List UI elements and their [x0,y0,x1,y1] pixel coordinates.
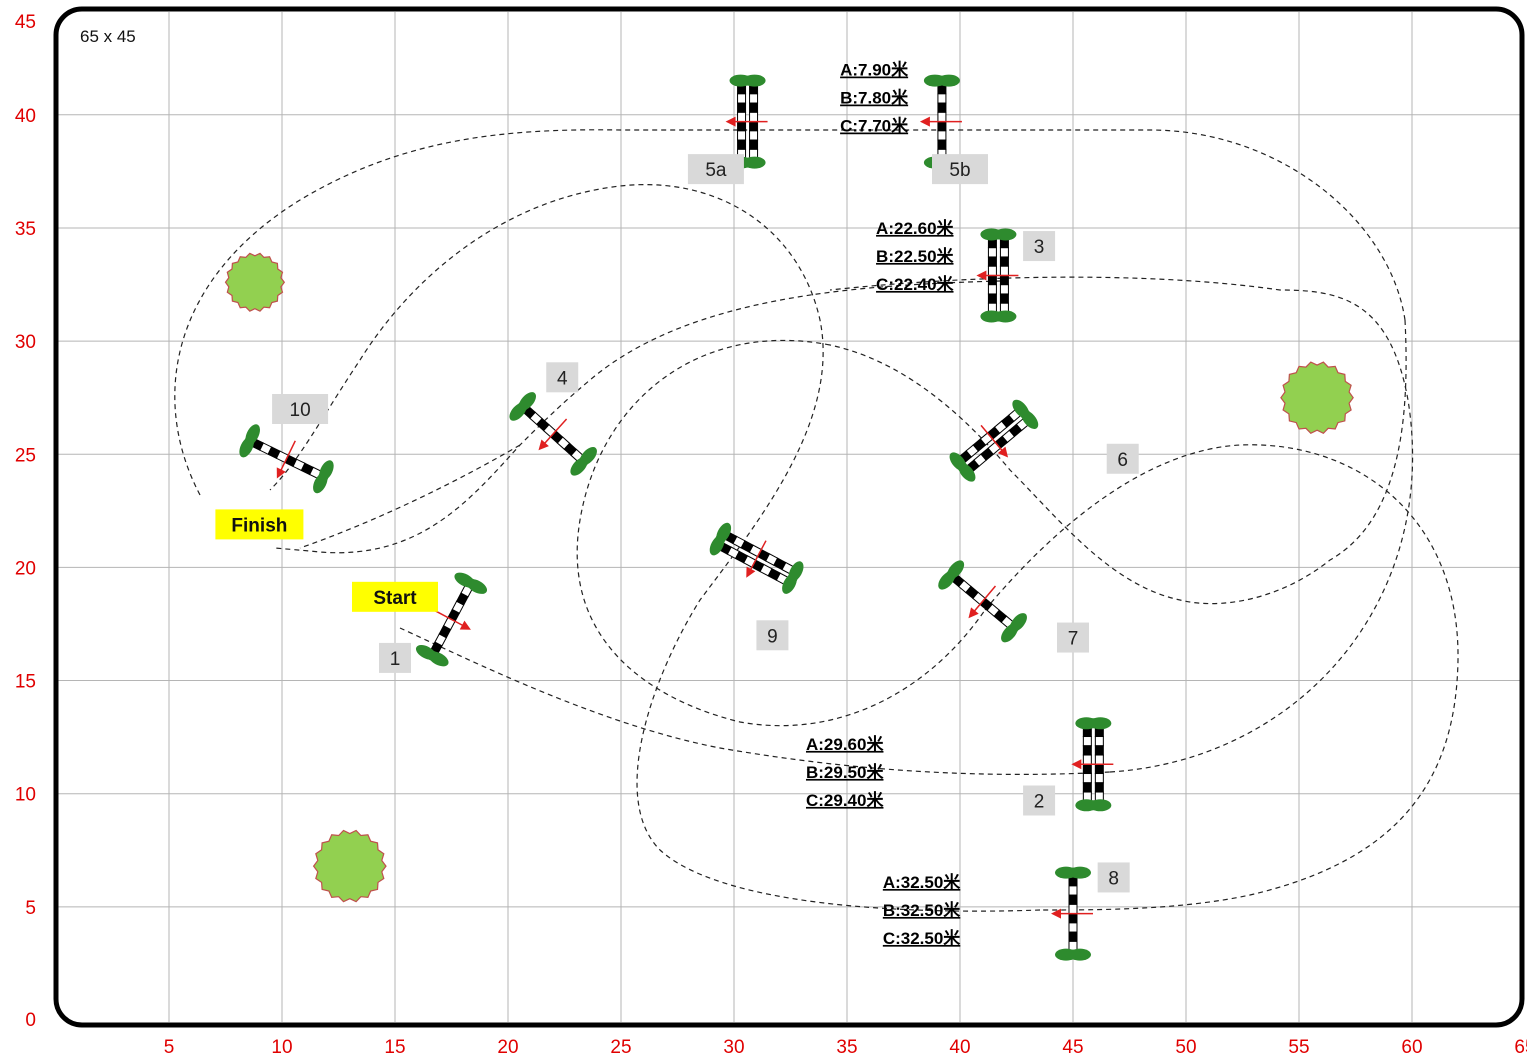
x-tick-label: 10 [271,1037,292,1056]
svg-text:3: 3 [1034,237,1045,258]
svg-text:9: 9 [767,626,778,647]
y-tick-label: 15 [15,672,36,693]
fence-tag-1: 1 [379,642,411,673]
svg-text:5b: 5b [949,160,970,181]
svg-text:8: 8 [1108,868,1119,889]
route-segment-6-7 [576,339,986,727]
y-tick-label: 10 [15,785,36,806]
x-tick-label: 15 [384,1037,405,1056]
distance-line: A:32.50米 [883,872,961,892]
tree-icon [1280,361,1354,435]
fence-7 [938,560,1027,643]
distance-label-d1: A:7.90米 B:7.80米 C:7.70米 [840,60,909,136]
y-tick-label: 35 [15,219,36,240]
fence-tag-5b: 5b [932,154,988,185]
x-tick-label: 40 [949,1037,970,1056]
fence-10 [239,424,334,494]
x-tick-label: 55 [1288,1037,1309,1056]
svg-text:7: 7 [1068,629,1079,650]
fence-tag-4: 4 [546,362,579,393]
fence-3 [976,228,1019,323]
fence-6 [949,399,1039,482]
distance-line: A:29.60米 [806,734,884,754]
fence-tag-3: 3 [1023,231,1056,262]
y-tick-label: 40 [15,106,36,127]
route-segment-7-8 [984,444,1459,911]
route-segment-start-1-2 [399,627,1111,775]
svg-text:6: 6 [1117,450,1128,471]
y-tick-label: 5 [25,898,36,919]
svg-text:4: 4 [557,368,568,389]
x-tick-label: 5 [164,1037,175,1056]
tree-icon [312,829,387,903]
distance-label-d2: A:22.60米 B:22.50米 C:22.40米 [876,218,954,294]
arena-size-label: 65 x 45 [80,27,136,46]
fence-9 [709,522,804,594]
start-box [352,581,438,612]
x-tick-label: 65 [1514,1037,1527,1056]
x-tick-label: 45 [1062,1037,1083,1056]
distance-line: B:7.80米 [840,88,909,108]
fence-1 [415,572,488,667]
distance-line: C:7.70米 [840,116,909,136]
x-tick-label: 20 [497,1037,518,1056]
x-tick-label: 60 [1401,1037,1422,1056]
route-segment-3-4 [274,280,1001,554]
fence-4 [509,392,597,476]
tree-icon [224,252,286,312]
distance-line: B:29.50米 [806,762,884,782]
arena-border [53,6,1525,1028]
trees [224,252,1354,903]
fence-8 [1051,866,1093,961]
svg-text:2: 2 [1034,791,1045,812]
finish-box [215,509,304,540]
x-tick-label: 30 [723,1037,744,1056]
y-tick-label: 45 [15,12,36,33]
fence-2 [1071,717,1114,812]
y-tick-label: 20 [15,558,36,579]
x-tick-label: 35 [836,1037,857,1056]
y-tick-label: 0 [25,1010,36,1031]
finish-marker: Finish [215,509,304,540]
distance-line: C:29.40米 [806,790,884,810]
axis-labels: 5 10 15 20 25 30 35 40 45 50 55 60 65 0 5 10 15 20 25 30 35 4… [15,12,1527,1056]
route-segment-5 [174,129,1406,496]
fence-number-tags: 1 2 3 4 5a 5b 6 7 8 9 10 [272,154,1139,893]
distance-line: C:22.40米 [876,274,954,294]
route-segment-2-3 [829,276,1414,773]
svg-text:5a: 5a [705,160,727,181]
route-path [174,129,1459,912]
fence-tag-8: 8 [1097,862,1130,893]
distance-label-d3: A:29.60米 B:29.50米 C:29.40米 [806,734,884,810]
fence-tag-2: 2 [1023,785,1056,816]
start-label: Start [373,588,417,609]
x-tick-label: 50 [1175,1037,1196,1056]
distance-line: B:22.50米 [876,246,954,266]
distance-labels: A:7.90米 B:7.80米 C:7.70米 A:22.60米 B:22.50米 C:2… [806,60,961,948]
svg-text:10: 10 [290,400,311,421]
y-tick-label: 30 [15,332,36,353]
distance-line: C:32.50米 [883,928,961,948]
start-marker: Start [352,581,438,612]
distance-line: A:7.90米 [840,60,909,80]
fence-tag-6: 6 [1106,443,1139,474]
route-segment-4-5a [299,444,521,549]
distance-label-d4: A:32.50米 B:32.50米 C:32.50米 [883,872,961,948]
y-tick-label: 25 [15,445,36,466]
finish-label: Finish [231,515,287,536]
svg-text:1: 1 [390,649,401,670]
fence-tag-10: 10 [272,393,329,424]
fence-tag-5a: 5a [687,154,744,185]
distance-line: A:22.60米 [876,218,954,238]
fence-tag-9: 9 [756,620,789,651]
distance-line: B:32.50米 [883,900,961,920]
x-tick-label: 25 [610,1037,631,1056]
fence-tag-7: 7 [1057,622,1089,653]
